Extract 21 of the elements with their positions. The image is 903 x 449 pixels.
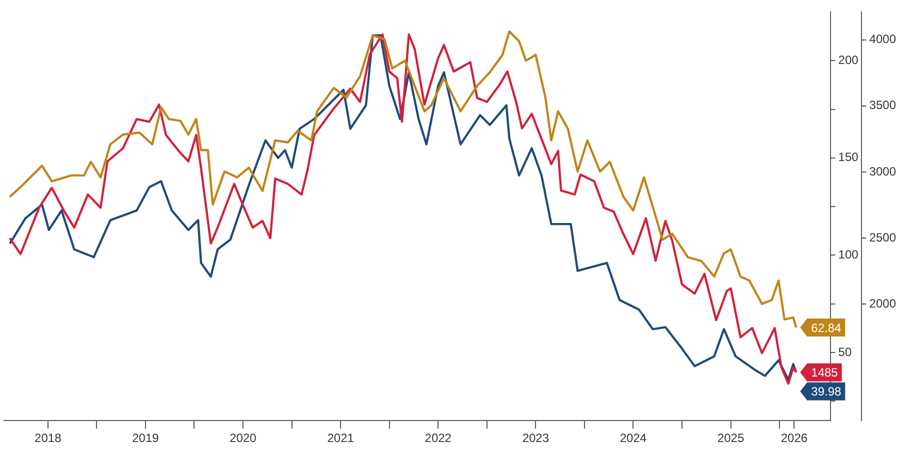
x-tick-label: 2022 xyxy=(424,431,452,446)
y-tick-label: 150 xyxy=(838,150,859,164)
x-tick-label: 2018 xyxy=(34,431,62,446)
x-tick-label: 2021 xyxy=(327,431,354,446)
data-label: 1485 xyxy=(811,366,838,380)
x-tick-label: 2025 xyxy=(717,431,744,446)
x-tick-label: 2024 xyxy=(620,431,647,446)
data-label: 39.98 xyxy=(811,384,842,399)
x-tick-label: 2026 xyxy=(780,431,808,446)
y2-tick-label: 3000 xyxy=(869,164,896,178)
y2-tick-label: 4000 xyxy=(869,32,896,46)
x-tick-label: 2020 xyxy=(230,431,257,446)
y2-tick-label: 2000 xyxy=(869,296,896,311)
y2-tick-label: 3500 xyxy=(869,98,896,112)
x-tick-label: 2019 xyxy=(132,431,160,446)
y-tick-label: 50 xyxy=(838,344,852,359)
y-tick-label: 100 xyxy=(838,248,859,262)
data-label: 62.84 xyxy=(811,320,842,335)
x-tick-label: 2023 xyxy=(522,431,550,446)
y-tick-label: 200 xyxy=(838,52,859,67)
y2-tick-label: 2500 xyxy=(869,230,896,244)
